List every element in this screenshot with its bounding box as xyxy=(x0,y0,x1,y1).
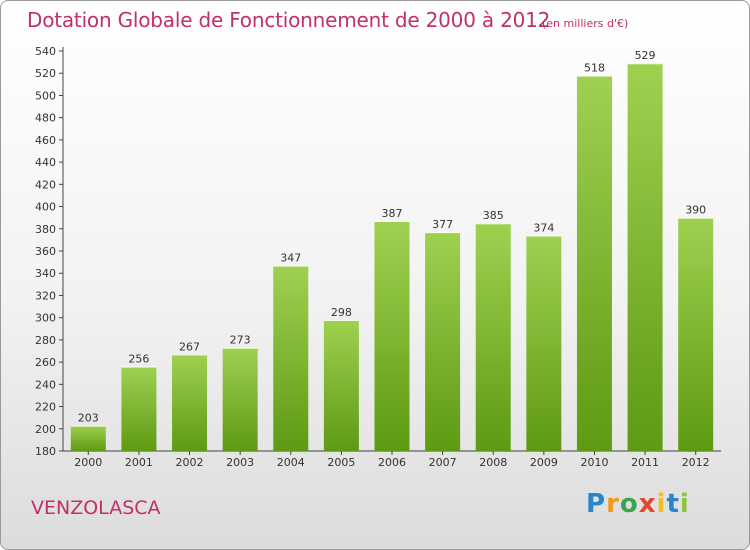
y-tick-label: 420 xyxy=(35,178,56,191)
data-label: 390 xyxy=(685,204,706,217)
bar xyxy=(678,217,714,451)
y-tick-label: 340 xyxy=(35,267,56,280)
data-label: 518 xyxy=(584,61,605,74)
data-label: 298 xyxy=(331,306,352,319)
y-tick-label: 280 xyxy=(35,334,56,347)
x-tick-label: 2004 xyxy=(277,456,305,469)
x-tick-label: 2008 xyxy=(479,456,507,469)
y-tick-label: 360 xyxy=(35,245,56,258)
data-label: 267 xyxy=(179,340,200,353)
data-label: 529 xyxy=(635,49,656,62)
y-tick-label: 520 xyxy=(35,67,56,80)
bar xyxy=(475,223,511,451)
bar xyxy=(576,75,612,451)
x-tick-label: 2002 xyxy=(176,456,204,469)
x-tick-label: 2003 xyxy=(226,456,254,469)
y-tick-label: 380 xyxy=(35,223,56,236)
bar xyxy=(425,232,461,451)
y-tick-label: 400 xyxy=(35,201,56,214)
bar xyxy=(374,221,410,451)
bar xyxy=(121,366,157,451)
bar xyxy=(70,425,106,451)
x-tick-label: 2001 xyxy=(125,456,153,469)
bar xyxy=(627,63,663,451)
bar xyxy=(323,319,359,451)
proxiti-logo: Proxiti xyxy=(586,489,690,519)
y-tick-label: 260 xyxy=(35,356,56,369)
data-label: 203 xyxy=(78,411,99,424)
x-tick-label: 2000 xyxy=(74,456,102,469)
x-tick-label: 2005 xyxy=(327,456,355,469)
data-label: 256 xyxy=(128,353,149,366)
x-tick-label: 2011 xyxy=(631,456,659,469)
y-tick-label: 240 xyxy=(35,378,56,391)
x-tick-label: 2006 xyxy=(378,456,406,469)
place-name: VENZOLASCA xyxy=(31,497,161,519)
data-label: 273 xyxy=(230,334,251,347)
y-tick-label: 300 xyxy=(35,312,56,325)
y-tick-label: 220 xyxy=(35,401,56,414)
data-label: 377 xyxy=(432,218,453,231)
x-tick-label: 2012 xyxy=(682,456,710,469)
x-tick-label: 2007 xyxy=(429,456,457,469)
data-label: 385 xyxy=(483,209,504,222)
unit-note: (en milliers d'€) xyxy=(542,17,629,30)
y-tick-label: 200 xyxy=(35,423,56,436)
x-tick-label: 2010 xyxy=(580,456,608,469)
chart-title: Dotation Globale de Fonctionnement de 20… xyxy=(27,8,551,32)
y-tick-label: 480 xyxy=(35,112,56,125)
data-label: 374 xyxy=(533,221,554,234)
y-tick-label: 540 xyxy=(35,45,56,58)
bar xyxy=(172,354,208,451)
y-tick-label: 320 xyxy=(35,289,56,302)
bar xyxy=(526,235,562,451)
x-tick-label: 2009 xyxy=(530,456,558,469)
data-label: 387 xyxy=(382,207,403,220)
y-tick-label: 440 xyxy=(35,156,56,169)
y-tick-label: 180 xyxy=(35,445,56,458)
y-tick-label: 460 xyxy=(35,134,56,147)
y-tick-label: 500 xyxy=(35,89,56,102)
bar xyxy=(273,265,309,451)
data-label: 347 xyxy=(280,251,301,264)
bar xyxy=(222,347,258,451)
